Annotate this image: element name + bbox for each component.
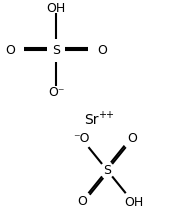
Text: ++: ++ [98, 110, 114, 119]
Text: O: O [97, 44, 107, 57]
Text: O: O [77, 195, 87, 208]
Text: Sr: Sr [84, 113, 99, 127]
Text: O: O [5, 44, 15, 57]
Text: ⁻O: ⁻O [74, 133, 90, 145]
Text: O: O [127, 133, 137, 145]
Text: OH: OH [124, 196, 143, 209]
Text: S: S [103, 164, 111, 177]
Text: OH: OH [46, 2, 66, 15]
Text: S: S [52, 44, 60, 57]
Text: O⁻: O⁻ [48, 86, 64, 99]
